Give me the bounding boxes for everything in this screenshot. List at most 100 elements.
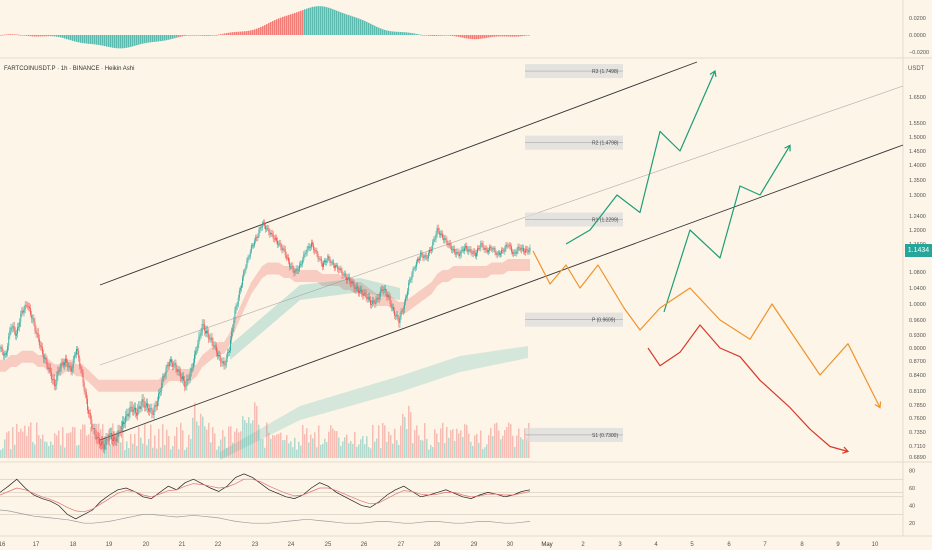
oscillator-bar: [196, 35, 198, 36]
candle-body: [503, 250, 505, 252]
oscillator-bar: [22, 35, 24, 36]
volume-bar: [94, 428, 96, 458]
oscillator-bar: [412, 33, 414, 35]
candle-body: [170, 359, 171, 363]
oscillator-bar: [336, 10, 338, 35]
price-tick-label: 1.5500: [909, 121, 926, 127]
oscillator-bar: [46, 35, 48, 37]
candle-body: [44, 357, 46, 360]
volume-bar: [388, 431, 390, 458]
candle-body: [366, 297, 368, 299]
candle-body: [77, 348, 79, 351]
candle-body: [50, 372, 52, 380]
candle-body: [36, 333, 38, 334]
candle-body: [86, 398, 88, 411]
candle-body: [39, 345, 41, 347]
candle-body: [155, 405, 157, 407]
volume-bar: [208, 422, 210, 458]
candle-body: [92, 428, 94, 430]
candle-body: [437, 227, 439, 232]
candle-body: [202, 323, 204, 325]
volume-bar: [308, 442, 310, 458]
oscillator-bar: [516, 35, 518, 37]
candle-body: [182, 376, 183, 379]
volume-bar: [258, 424, 260, 458]
candle-body: [465, 246, 466, 248]
volume-bar: [264, 447, 266, 458]
candle-body: [362, 293, 364, 296]
volume-bar: [324, 438, 326, 458]
candle-body: [234, 309, 236, 320]
candle-body: [188, 379, 190, 381]
candle-body: [436, 227, 438, 235]
candle-body: [469, 249, 471, 251]
price-tick-label: 1.3500: [909, 178, 926, 184]
candle-body: [107, 439, 109, 441]
candle-body: [324, 260, 325, 263]
candle-body: [371, 304, 372, 305]
volume-bar: [262, 438, 264, 458]
candle-body: [285, 255, 287, 258]
oscillator-bar: [292, 13, 294, 35]
oscillator-bar: [230, 32, 232, 35]
oscillator-bar: [30, 35, 32, 37]
volume-bar: [90, 427, 92, 458]
oscillator-bar: [272, 21, 274, 35]
oscillator-bar: [376, 26, 378, 35]
oscillator-bar: [440, 35, 442, 36]
volume-bar: [356, 446, 358, 458]
oscillator-bar: [308, 7, 310, 35]
oscillator-bar: [66, 35, 68, 40]
candle-body: [71, 367, 73, 372]
oscillator-bar: [110, 35, 112, 48]
candle-body: [356, 286, 358, 290]
volume-bar: [214, 433, 216, 458]
candle-body: [493, 248, 495, 250]
oscillator-bar: [390, 31, 392, 35]
volume-bar: [282, 440, 284, 458]
volume-bar: [126, 441, 128, 458]
oscillator-bar: [452, 35, 454, 36]
volume-bar: [376, 438, 378, 458]
oscillator-bar: [524, 35, 526, 36]
oscillator-bar: [114, 35, 116, 49]
candle-body: [304, 253, 306, 255]
candle-body: [408, 282, 410, 291]
volume-bar: [108, 429, 110, 458]
candle-body: [396, 314, 398, 317]
oscillator-bar: [148, 35, 150, 43]
candle-body: [375, 299, 377, 304]
candle-body: [411, 273, 413, 280]
candle-body: [33, 318, 35, 323]
oscillator-bar: [498, 35, 500, 37]
volume-bar: [410, 412, 412, 458]
candle-body: [214, 345, 216, 347]
candle-body: [138, 406, 140, 410]
candle-body: [161, 382, 163, 391]
candle-body: [473, 251, 475, 253]
time-tick-label: 25: [325, 542, 332, 548]
oscillator-bar: [188, 35, 190, 36]
candle-body: [359, 290, 360, 293]
oscillator-bar: [304, 9, 306, 35]
oscillator-tick-label: 0.0000: [909, 33, 926, 39]
candle-body: [212, 341, 214, 347]
candle-body: [403, 302, 405, 310]
candle-body: [507, 245, 509, 247]
volume-bar: [502, 435, 504, 458]
oscillator-bar: [312, 6, 314, 36]
candle-body: [141, 399, 143, 407]
oscillator-bar: [154, 35, 156, 42]
volume-bar: [34, 444, 36, 458]
time-tick-label: 18: [70, 542, 77, 548]
candle-body: [30, 308, 32, 315]
candle-body: [305, 253, 307, 254]
volume-bar: [260, 439, 262, 458]
candle-body: [245, 266, 247, 271]
candle-body: [298, 264, 300, 270]
oscillator-bar: [92, 35, 94, 45]
oscillator-tick-label: 0.0200: [909, 16, 926, 22]
rsi-series-line: [0, 509, 531, 524]
candle-body: [489, 246, 491, 251]
